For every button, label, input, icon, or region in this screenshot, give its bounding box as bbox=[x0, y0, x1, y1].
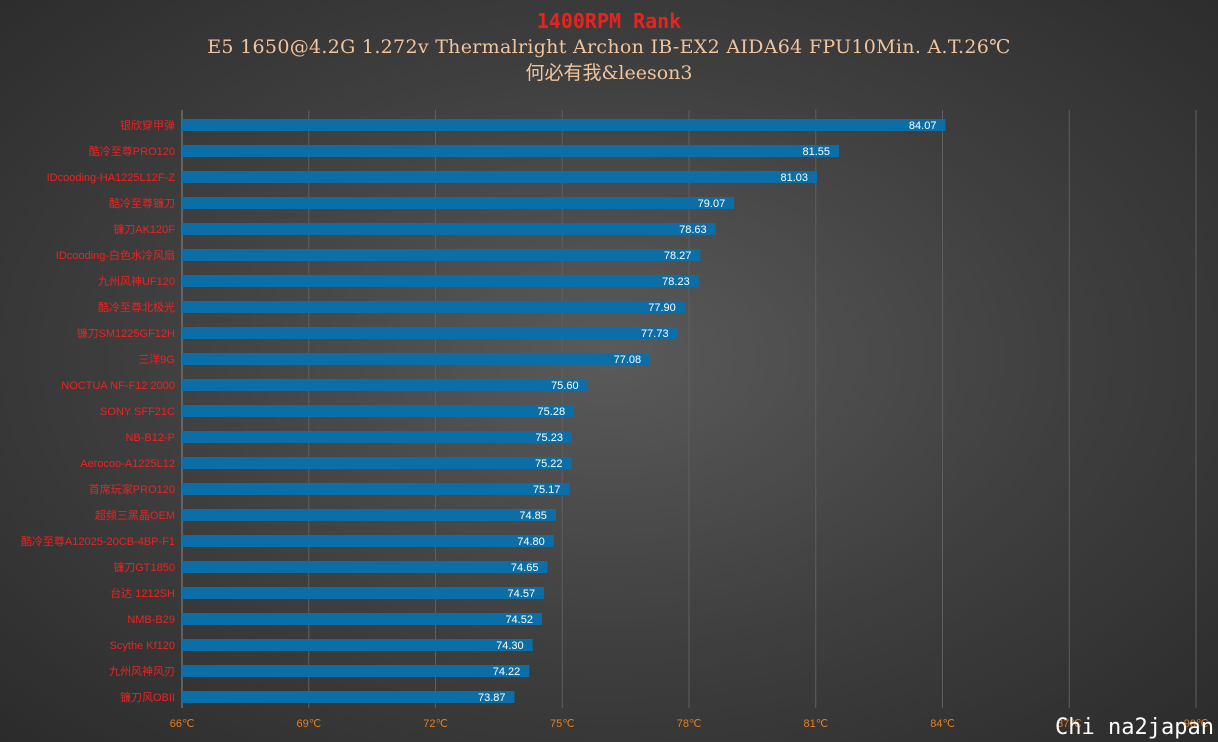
category-label: 酷冷至尊北极光 bbox=[98, 300, 175, 314]
bar bbox=[182, 171, 818, 183]
category-label: 银欣穿甲弹 bbox=[120, 118, 175, 132]
bar bbox=[182, 431, 572, 443]
category-label: 镰刀风OBII bbox=[120, 690, 175, 704]
chart-subtitle: E5 1650@4.2G 1.272v Thermalright Archon … bbox=[207, 36, 1011, 58]
bar-value-label: 78.23 bbox=[662, 276, 690, 288]
bar bbox=[182, 353, 651, 365]
bar-value-label: 84.07 bbox=[909, 120, 937, 132]
category-label: 镰刀GT1850 bbox=[113, 560, 175, 574]
bar bbox=[182, 483, 570, 495]
category-label: 首席玩家PRO120 bbox=[89, 482, 175, 496]
bar-value-label: 78.27 bbox=[664, 250, 692, 262]
bar bbox=[182, 249, 701, 261]
bar-value-label: 79.07 bbox=[698, 198, 726, 210]
bar bbox=[182, 275, 699, 287]
bar-value-label: 81.55 bbox=[802, 146, 830, 158]
bar-value-label: 74.30 bbox=[496, 640, 524, 652]
bar-value-label: 75.22 bbox=[535, 458, 563, 470]
bar-value-label: 74.52 bbox=[505, 614, 533, 626]
x-tick-label: 66℃ bbox=[170, 718, 195, 730]
category-label: IDcooding-HA1225L12F-Z bbox=[47, 172, 176, 184]
bar-value-label: 74.22 bbox=[493, 666, 521, 678]
x-tick-label: 69℃ bbox=[296, 718, 321, 730]
category-label: Scythe Kf120 bbox=[110, 640, 175, 652]
bar bbox=[182, 535, 554, 547]
bar bbox=[182, 327, 678, 339]
chart-title-block: 1400RPM Rank E5 1650@4.2G 1.272v Thermal… bbox=[0, 8, 1218, 86]
bar bbox=[182, 457, 572, 469]
bar bbox=[182, 223, 716, 235]
bar bbox=[182, 613, 542, 625]
category-label: Aerocoo-A1225L12 bbox=[80, 458, 175, 470]
category-label: 酷冷至尊镰刀 bbox=[109, 196, 175, 210]
bar-value-label: 78.63 bbox=[679, 224, 707, 236]
category-label: 九州风神风刃 bbox=[109, 664, 175, 678]
bar bbox=[182, 639, 533, 651]
x-tick-label: 81℃ bbox=[803, 718, 828, 730]
category-label: 酷冷至尊A12025-20CB-4BP-F1 bbox=[21, 534, 175, 548]
bar bbox=[182, 587, 545, 599]
category-label: SONY SFF21C bbox=[100, 406, 175, 418]
bar-value-label: 74.80 bbox=[517, 536, 545, 548]
chart-title: 1400RPM Rank bbox=[536, 9, 682, 33]
bar bbox=[182, 301, 685, 313]
bar bbox=[182, 119, 946, 131]
x-tick-label: 87℃ bbox=[1057, 718, 1082, 730]
bar bbox=[182, 379, 588, 391]
bar bbox=[182, 665, 530, 677]
bar-value-label: 74.85 bbox=[519, 510, 547, 522]
bar-value-label: 74.57 bbox=[508, 588, 536, 600]
bar bbox=[182, 509, 556, 521]
category-label: 镰刀SM1225GF12H bbox=[77, 326, 175, 340]
category-label: 台达 1212SH bbox=[110, 586, 175, 600]
category-label: NB-B12-P bbox=[125, 432, 175, 444]
bar-value-label: 77.73 bbox=[641, 328, 669, 340]
x-tick-label: 72℃ bbox=[423, 718, 448, 730]
category-label: NOCTUA NF-F12 2000 bbox=[61, 380, 175, 392]
bar bbox=[182, 145, 839, 157]
bar-value-label: 81.03 bbox=[780, 172, 808, 184]
category-label: NMB-B29 bbox=[127, 614, 175, 626]
category-label: 酷冷至尊PRO120 bbox=[89, 144, 175, 158]
bar-value-label: 74.65 bbox=[511, 562, 539, 574]
category-label: 九州风神UF120 bbox=[98, 274, 175, 288]
bar-value-label: 75.17 bbox=[533, 484, 561, 496]
bar bbox=[182, 561, 548, 573]
x-tick-label: 78℃ bbox=[677, 718, 702, 730]
category-label: 超频三黑晶OEM bbox=[95, 508, 175, 522]
bar-value-label: 77.90 bbox=[648, 302, 676, 314]
bar-value-label: 75.60 bbox=[551, 380, 579, 392]
category-label: IDcooding-白色水冷风扇 bbox=[56, 248, 175, 262]
bar-value-label: 75.23 bbox=[535, 432, 563, 444]
watermark: Chi na2japan bbox=[1055, 715, 1214, 740]
bar-value-label: 73.87 bbox=[478, 692, 506, 704]
bar bbox=[182, 691, 515, 703]
bar bbox=[182, 197, 735, 209]
category-label: 三洋9G bbox=[138, 352, 175, 366]
x-tick-label: 84℃ bbox=[930, 718, 955, 730]
bar-value-label: 75.28 bbox=[538, 406, 566, 418]
x-tick-label: 75℃ bbox=[550, 718, 575, 730]
bar-value-label: 77.08 bbox=[614, 354, 642, 366]
x-tick-label: 90℃ bbox=[1184, 718, 1209, 730]
category-label: 镰刀AK120F bbox=[113, 222, 175, 236]
chart-subtitle-authors: 何必有我&leeson3 bbox=[525, 62, 693, 84]
bar bbox=[182, 405, 575, 417]
